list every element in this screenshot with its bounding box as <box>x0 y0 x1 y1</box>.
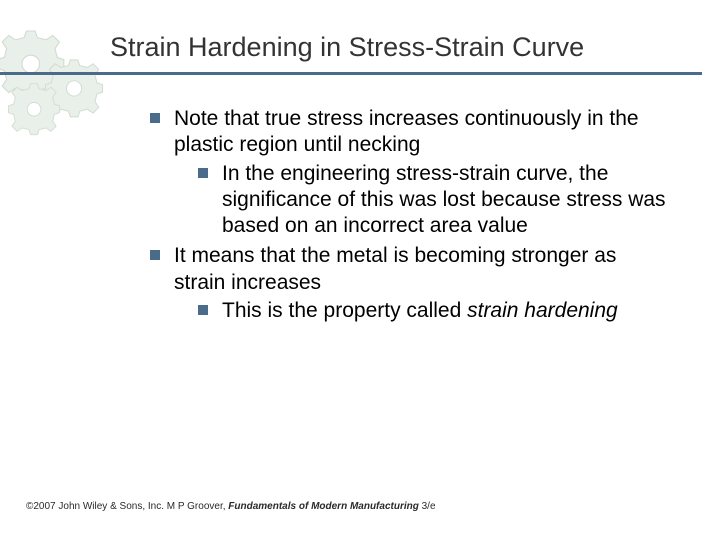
bullet-1: Note that true stress increases continuo… <box>150 106 670 239</box>
footer-book: Fundamentals of Modern Manufacturing <box>228 501 419 512</box>
bullet-1-text: Note that true stress increases continuo… <box>174 107 639 156</box>
bullet-1-sub-1: In the engineering stress‑strain curve, … <box>174 161 670 240</box>
bullet-2-text: It means that the metal is becoming stro… <box>174 244 616 293</box>
footer-copyright: ©2007 John Wiley & Sons, Inc. M P Groove… <box>26 501 228 512</box>
title-underline <box>0 72 702 75</box>
footer: ©2007 John Wiley & Sons, Inc. M P Groove… <box>26 501 436 512</box>
bullet-2-sub-1-italic: strain hardening <box>467 299 618 322</box>
bullet-2-sub-1-pre: This is the property called <box>222 299 467 322</box>
slide-content: Note that true stress increases continuo… <box>150 106 670 328</box>
slide-title-wrap: Strain Hardening in Stress-Strain Curve <box>110 32 690 63</box>
bullet-2: It means that the metal is becoming stro… <box>150 243 670 324</box>
footer-edition: 3/e <box>419 501 436 512</box>
bullet-1-sub-1-text: In the engineering stress‑strain curve, … <box>222 162 666 238</box>
bullet-2-sub-1: This is the property called strain harde… <box>174 298 670 324</box>
slide-title: Strain Hardening in Stress-Strain Curve <box>110 32 690 63</box>
